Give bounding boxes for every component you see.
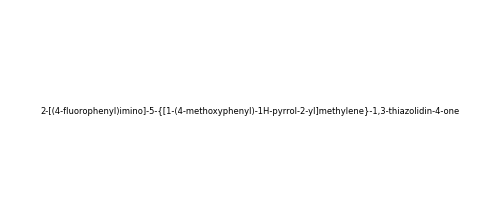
Text: 2-[(4-fluorophenyl)imino]-5-{[1-(4-methoxyphenyl)-1H-pyrrol-2-yl]methylene}-1,3-: 2-[(4-fluorophenyl)imino]-5-{[1-(4-metho…: [40, 107, 460, 116]
